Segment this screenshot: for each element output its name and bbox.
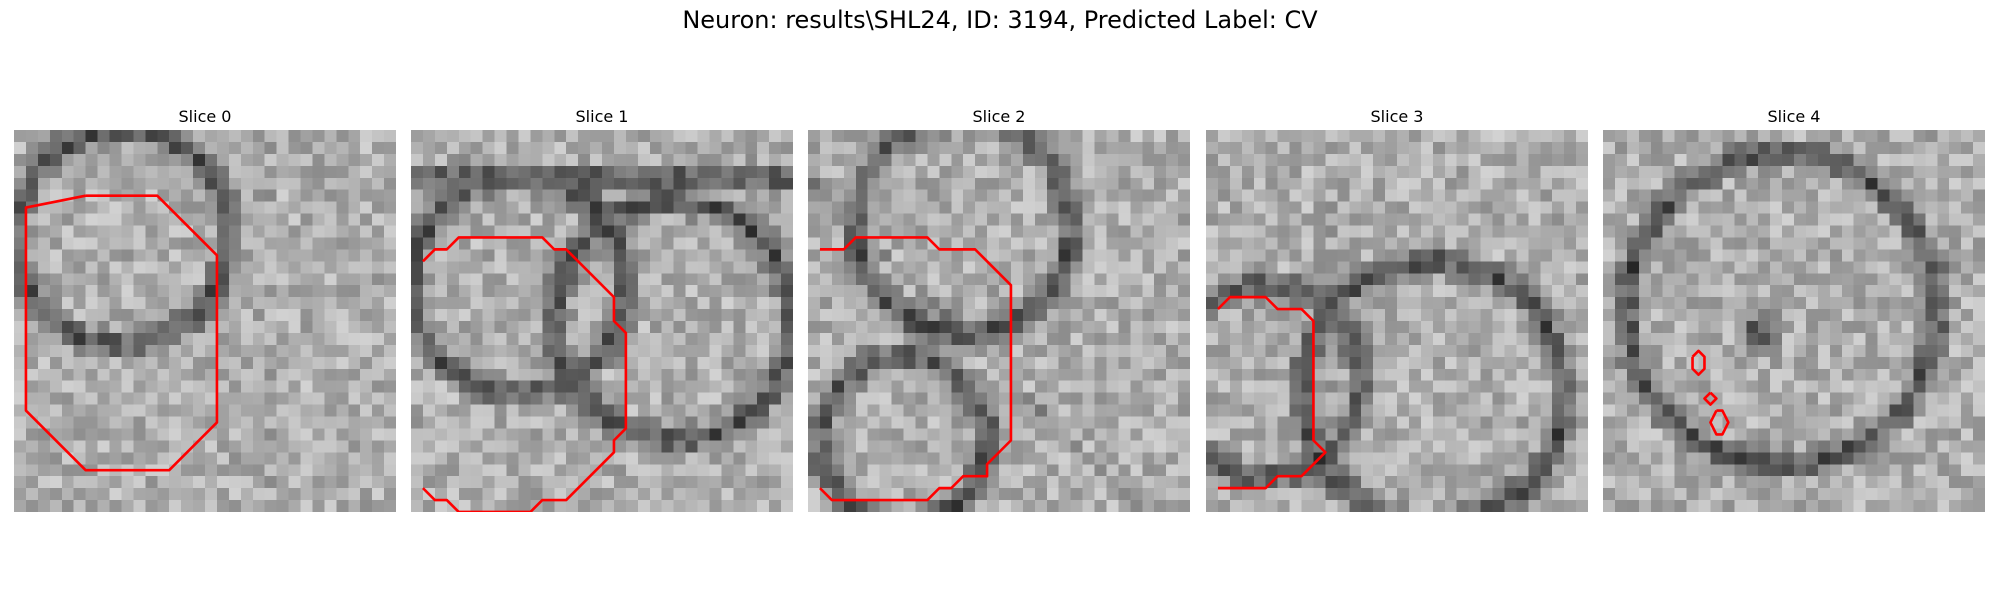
slice-panel-4: Slice 4 <box>1603 104 1985 512</box>
roi-contour <box>422 236 628 512</box>
roi-contour <box>24 194 219 472</box>
slice-image <box>1603 130 1985 512</box>
slice-panel-3: Slice 3 <box>1206 104 1588 512</box>
slice-panel-0: Slice 0 <box>14 104 396 512</box>
pixel-grid <box>1603 130 1985 512</box>
slice-image <box>14 130 396 512</box>
pixel-grid <box>411 130 793 512</box>
slice-title: Slice 4 <box>1767 107 1821 126</box>
slice-title: Slice 1 <box>575 107 629 126</box>
slice-title: Slice 0 <box>178 107 232 126</box>
slice-panel-1: Slice 1 <box>411 104 793 512</box>
roi-contour <box>1691 349 1706 377</box>
figure-title: Neuron: results\SHL24, ID: 3194, Predict… <box>682 6 1318 34</box>
roi-contour <box>1709 409 1730 436</box>
slice-title: Slice 2 <box>972 107 1026 126</box>
roi-contour <box>1217 295 1327 490</box>
slice-image <box>411 130 793 512</box>
slice-panel-2: Slice 2 <box>808 104 1190 512</box>
slice-title: Slice 3 <box>1370 107 1424 126</box>
slice-image <box>808 130 1190 512</box>
pixel-grid <box>14 130 396 512</box>
pixel-grid <box>808 130 1190 512</box>
slice-image <box>1206 130 1588 512</box>
roi-contour <box>1703 391 1718 406</box>
roi-contour <box>819 236 1013 502</box>
pixel-grid <box>1206 130 1588 512</box>
